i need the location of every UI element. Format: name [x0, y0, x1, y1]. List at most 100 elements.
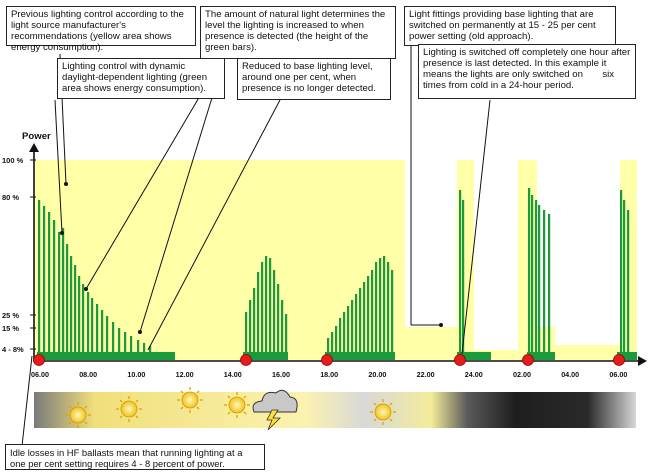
presence-bar	[620, 190, 623, 360]
presence-bar	[528, 188, 531, 360]
x-tick-label: 24.00	[465, 370, 483, 379]
y-tick-label: 15 %	[2, 324, 19, 333]
presence-bar	[355, 294, 358, 360]
presence-bar	[82, 284, 85, 360]
sun-icon	[65, 402, 91, 428]
presence-bar	[327, 338, 330, 360]
presence-bar	[367, 276, 370, 360]
presence-bar	[538, 205, 541, 360]
presence-bar	[112, 322, 115, 360]
presence-bar	[149, 346, 152, 360]
annotation-switched-off: Lighting is switched off completely one …	[418, 44, 636, 99]
annotation-natural-light: The amount of natural light determines t…	[200, 6, 396, 59]
x-tick-label: 18.00	[320, 370, 338, 379]
presence-bar	[371, 270, 374, 360]
x-tick-label: 06.00	[31, 370, 49, 379]
presence-bar	[277, 284, 280, 360]
presence-bar	[124, 332, 127, 360]
presence-bar	[269, 258, 272, 360]
presence-bar	[96, 304, 99, 360]
presence-bar	[335, 326, 338, 360]
x-axis-ticks: 06.00 08.00 10.00 12.00 14.00 16.00 18.00 20.00…	[31, 370, 627, 379]
x-tick-label: 12.00	[176, 370, 194, 379]
sun-icon	[224, 392, 250, 418]
annotation-switched-off-text-b: six times from cold in a 24-hour period.	[423, 69, 615, 91]
presence-bar	[331, 332, 334, 360]
presence-bar	[257, 272, 260, 360]
y-tick-label: 100 %	[2, 156, 24, 165]
presence-bar	[101, 310, 104, 360]
y-axis-ticks: 100 % 80 % 25 % 15 % 4 - 8%	[2, 156, 36, 354]
switch-on-marker	[613, 354, 625, 366]
presence-bar	[74, 265, 77, 360]
presence-bar	[351, 300, 354, 360]
presence-bar	[66, 244, 69, 360]
switch-on-markers	[33, 354, 625, 366]
presence-bar	[285, 314, 288, 360]
previous-control-area	[35, 160, 637, 360]
presence-bar	[48, 212, 51, 360]
presence-bar	[363, 282, 366, 360]
presence-bar	[343, 312, 346, 360]
presence-bar	[383, 256, 386, 360]
y-tick-label: 80 %	[2, 193, 19, 202]
presence-bar	[87, 292, 90, 360]
x-tick-label: 10.00	[127, 370, 145, 379]
y-axis-title: Power	[22, 131, 51, 142]
presence-bar	[375, 262, 378, 360]
presence-bar	[137, 340, 140, 360]
presence-bar	[43, 206, 46, 360]
presence-bar	[261, 262, 264, 360]
y-tick-label: 25 %	[2, 311, 19, 320]
presence-bar	[627, 210, 630, 360]
presence-bar	[379, 258, 382, 360]
presence-bar	[130, 336, 133, 360]
presence-bar	[38, 200, 41, 360]
y-tick-label: 4 - 8%	[2, 345, 24, 354]
sun-icon	[370, 399, 396, 425]
switch-on-marker	[454, 354, 466, 366]
x-tick-label: 20.00	[368, 370, 386, 379]
presence-bar	[281, 300, 284, 360]
switch-on-marker	[321, 354, 333, 366]
switch-on-marker	[240, 354, 252, 366]
presence-bar	[347, 306, 350, 360]
cloud-lightning-icon	[252, 389, 298, 431]
presence-bar	[462, 200, 465, 360]
x-axis-arrow	[638, 356, 647, 366]
presence-bar	[53, 220, 56, 360]
sun-icon	[116, 396, 142, 422]
presence-bar	[91, 298, 94, 360]
y-axis-arrow	[29, 143, 39, 152]
x-tick-label: 14.00	[224, 370, 242, 379]
presence-bar	[245, 312, 248, 360]
presence-bar	[70, 256, 73, 360]
presence-bar	[106, 316, 109, 360]
presence-bar	[118, 328, 121, 360]
annotation-daylight-dependent: Lighting control with dynamic daylight-d…	[57, 58, 225, 99]
presence-bar	[459, 190, 462, 360]
annotation-previous-control: Previous lighting control according to t…	[6, 6, 196, 53]
presence-bar	[143, 343, 146, 360]
annotation-switched-off-text-a: Lighting is switched off completely one …	[423, 47, 631, 80]
x-tick-label: 22.00	[417, 370, 435, 379]
x-tick-label: 02.00	[513, 370, 531, 379]
presence-bar	[535, 200, 538, 360]
presence-bar	[543, 210, 546, 360]
presence-bar	[265, 256, 268, 360]
x-tick-label: 06.00	[609, 370, 627, 379]
leader-dots	[60, 182, 443, 334]
x-tick-label: 16.00	[272, 370, 290, 379]
annotation-reduced-base: Reduced to base lighting level, around o…	[237, 58, 391, 100]
presence-bar	[391, 270, 394, 360]
presence-bar	[62, 228, 65, 360]
axes	[33, 150, 640, 362]
presence-bar	[253, 288, 256, 360]
presence-bar	[387, 262, 390, 360]
presence-bar	[531, 195, 534, 360]
presence-bar	[623, 200, 626, 360]
sun-icon	[177, 387, 203, 413]
presence-bar	[58, 232, 61, 360]
switch-on-marker	[33, 354, 45, 366]
